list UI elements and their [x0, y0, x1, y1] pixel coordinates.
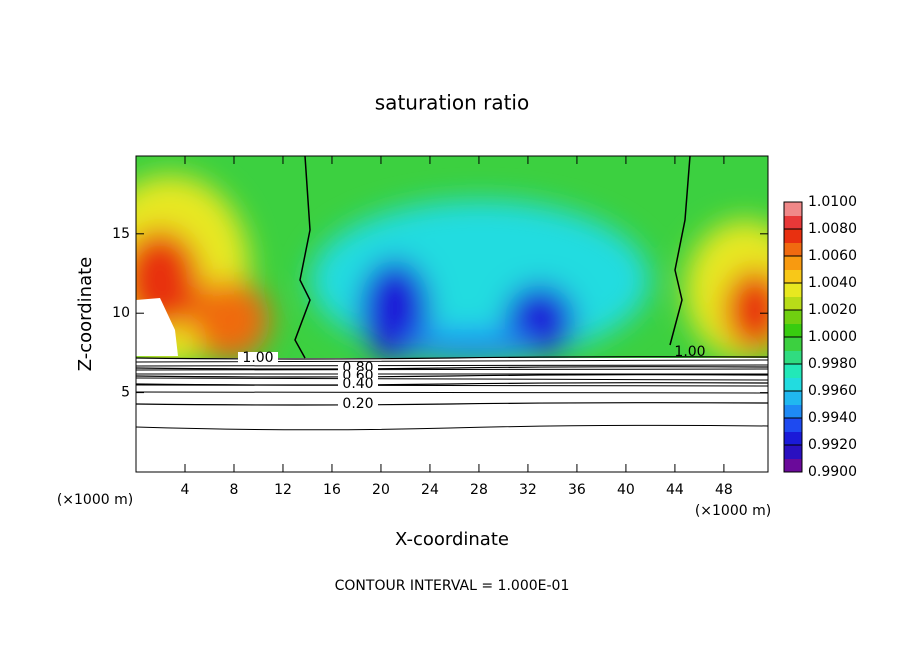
- colorbar-tick-label: 0.9900: [808, 464, 857, 480]
- colorbar-band: [784, 283, 802, 297]
- x-axis-title: X-coordinate: [395, 529, 509, 550]
- x-tick-label: 48: [715, 482, 733, 498]
- colorbar-tick-label: 1.0100: [808, 194, 857, 210]
- colorbar-tick-label: 0.9940: [808, 410, 857, 426]
- x-tick-label: 40: [617, 482, 635, 498]
- contour-label: 1.00: [242, 350, 273, 366]
- colorbar-band: [784, 458, 802, 473]
- colorbar-tick-label: 1.0060: [808, 248, 857, 264]
- x-tick-label: 20: [372, 482, 390, 498]
- colorbar-tick-label: 0.9920: [808, 437, 857, 453]
- colorbar-band: [784, 229, 802, 243]
- colorbar-band: [784, 445, 802, 459]
- contour-label-bg: [238, 352, 278, 364]
- contour-line: [135, 374, 769, 378]
- contour-label-bg: [338, 378, 378, 390]
- colorbar-band: [784, 242, 802, 257]
- contour-label: 1.00: [674, 344, 705, 360]
- colorbar-band: [784, 323, 802, 338]
- y-tick-label: 5: [121, 385, 130, 401]
- colorbar-band: [784, 391, 802, 405]
- colorbar-band: [784, 377, 802, 392]
- colorbar-tick-label: 0.9980: [808, 356, 857, 372]
- plot-frame: [135, 155, 769, 473]
- contour-label: 0.40: [342, 376, 373, 392]
- colorbar-band: [784, 215, 802, 230]
- x-tick-label: 32: [519, 482, 537, 498]
- contour-line: [135, 356, 769, 360]
- x-tick-label: 44: [666, 482, 684, 498]
- contour-label: 0.20: [342, 396, 373, 412]
- colorbar-tick-label: 1.0080: [808, 221, 857, 237]
- x-unit-left: (×1000 m): [57, 492, 133, 508]
- x-tick-label: 12: [274, 482, 292, 498]
- contour-line: [135, 402, 769, 406]
- colorbar-band: [784, 350, 802, 365]
- x-unit-right: (×1000 m): [695, 503, 771, 519]
- colorbar-band: [784, 256, 802, 270]
- colorbar-band: [784, 364, 802, 378]
- colorbar-tick-label: 1.0000: [808, 329, 857, 345]
- colorbar-band: [784, 418, 802, 432]
- colorbar-tick-label: 1.0040: [808, 275, 857, 291]
- contour-line: [135, 382, 769, 386]
- y-tick-label: 10: [112, 305, 130, 321]
- colorbar-tick-label: 0.9960: [808, 383, 857, 399]
- colorbar-band: [784, 431, 802, 446]
- x-tick-label: 36: [568, 482, 586, 498]
- footer: CONTOUR INTERVAL = 1.000E-01: [335, 578, 570, 594]
- y-tick-label: 15: [112, 226, 130, 242]
- colorbar-band: [784, 296, 802, 311]
- x-tick-label: 8: [230, 482, 239, 498]
- chart-title: saturation ratio: [375, 91, 529, 115]
- x-tick-label: 16: [323, 482, 341, 498]
- colorbar-tick-label: 1.0020: [808, 302, 857, 318]
- colorbar-band: [784, 269, 802, 284]
- colorbar-band: [784, 310, 802, 324]
- y-axis-title: Z-coordinate: [75, 257, 96, 372]
- x-tick-label: 24: [421, 482, 439, 498]
- colorbar-band: [784, 404, 802, 419]
- x-tick-label: 4: [181, 482, 190, 498]
- x-tick-label: 28: [470, 482, 488, 498]
- field: [136, 156, 768, 472]
- contour-line: [135, 366, 769, 370]
- colorbar-band: [784, 337, 802, 351]
- colorbar-band: [784, 202, 802, 216]
- contour-label-bg: [338, 398, 378, 410]
